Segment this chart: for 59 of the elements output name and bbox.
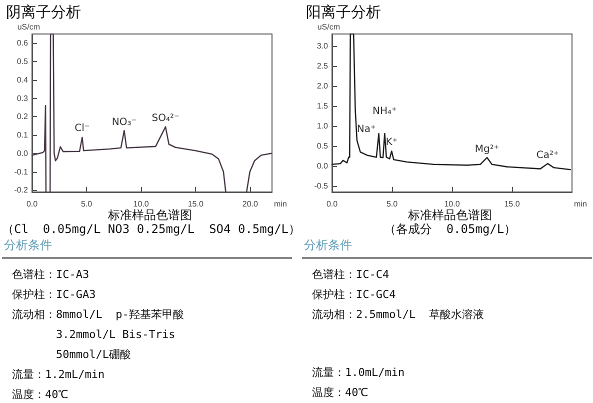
y-tick-label: 2.5 — [316, 62, 329, 70]
x-tick-label: 0.0 — [326, 200, 338, 208]
annotation: Cl⁻ — [74, 123, 90, 134]
annotation: SO₄²⁻ — [152, 112, 180, 124]
y-tick-label: 1.0 — [316, 122, 329, 130]
y-tick-label: 2.0 — [316, 82, 329, 90]
text: 50mmol/L硼酸 — [55, 347, 132, 363]
annotation: NO₃⁻ — [112, 116, 136, 128]
x-axis-title: min — [574, 200, 587, 208]
text: 温度：40℃ — [11, 387, 70, 403]
text: 流动相：8mmol/L p-羟基苯甲酸 — [11, 307, 185, 323]
y-tick-label: 0.0 — [16, 148, 29, 158]
y-tick-label: -0.2 — [14, 186, 29, 195]
x-tick-label: 5.0 — [80, 200, 93, 208]
x-tick-label: 15.0 — [188, 200, 204, 208]
chart-title: 阴离子分析 — [6, 3, 81, 22]
x-tick-label: 20.0 — [242, 200, 259, 208]
y-axis-title: uS/cm — [317, 22, 340, 32]
y-tick-label: 0.4 — [16, 75, 29, 84]
text: 流量：1.0mL/min — [311, 365, 406, 381]
y-tick-label: 0.3 — [16, 94, 29, 103]
x-tick-label: 10.0 — [133, 200, 150, 208]
annotation: Na⁺ — [356, 124, 376, 135]
y-tick-label: 0.5 — [16, 57, 29, 66]
annotation: NH₄⁺ — [372, 106, 397, 117]
x-tick-label: 0.0 — [26, 200, 38, 208]
text: 流动相：2.5mmol/L 草酸水溶液 — [311, 307, 485, 323]
y-tick-label: -0.1 — [14, 167, 29, 176]
y-tick-label: 1.5 — [316, 102, 329, 110]
annotation: K⁺ — [386, 137, 398, 148]
x-tick-label: 5.0 — [386, 200, 398, 208]
annotation: Ca²⁺ — [536, 150, 559, 161]
chart-title: 阳离子分析 — [306, 3, 381, 22]
x-tick-label: 10.0 — [444, 200, 460, 208]
y-tick-label: 0.1 — [16, 130, 29, 140]
annotation: Mg²⁺ — [474, 144, 500, 155]
y-tick-label: 0.0 — [316, 162, 329, 170]
x-tick-label: 15.0 — [504, 200, 520, 208]
text: 分析条件 — [302, 237, 592, 259]
text: 保护柱：IC-GA3 — [11, 287, 97, 303]
y-tick-label: 0.2 — [16, 112, 29, 122]
y-tick-label: 0.6 — [16, 38, 29, 48]
text: （Cl 0.05mg/L NO3 0.25mg/L SO4 0.5mg/L） — [2, 222, 301, 236]
text: 保护柱：IC-GC4 — [311, 287, 397, 303]
text: 温度：40℃ — [311, 385, 370, 401]
line-series — [331, 33, 571, 170]
text: 3.2mmol/L Bis-Tris — [55, 327, 176, 343]
y-tick-label: 3.0 — [316, 42, 329, 50]
text: （各成分 0.05mg/L） — [384, 222, 516, 236]
text: 色谱柱：IC-C4 — [311, 267, 390, 283]
x-axis-title: min — [274, 200, 287, 208]
y-axis-title: uS/cm — [17, 22, 40, 32]
y-tick-label: -0.5 — [314, 182, 329, 190]
text: 标准样品色谱图 — [408, 208, 492, 222]
text: 色谱柱：IC-A3 — [11, 267, 90, 283]
text: 流量：1.2mL/min — [11, 367, 106, 383]
y-tick-label: 0.5 — [316, 142, 329, 150]
text: 分析条件 — [2, 237, 292, 259]
text: 标准样品色谱图 — [108, 208, 192, 222]
